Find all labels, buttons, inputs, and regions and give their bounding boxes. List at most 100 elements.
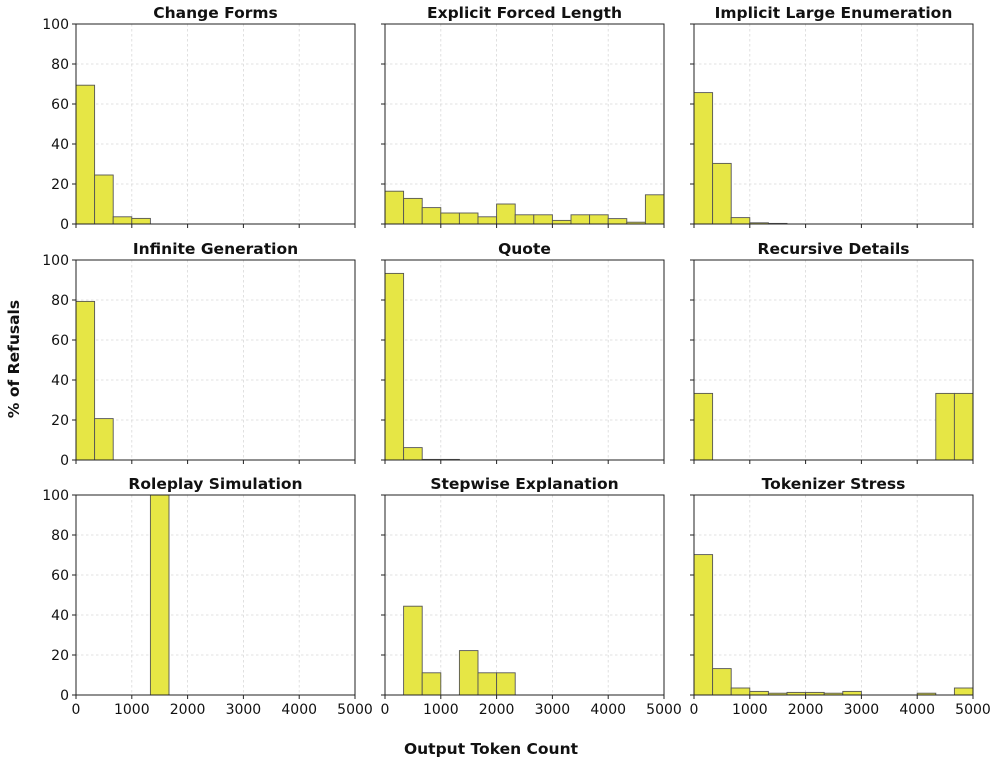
histogram-bar <box>403 447 423 461</box>
y-tick-label: 0 <box>60 217 69 233</box>
y-axis-title: % of Refusals <box>5 300 23 418</box>
histogram-bar <box>533 214 553 225</box>
panel: Implicit Large Enumeration <box>690 4 974 228</box>
plot-frame <box>75 259 356 461</box>
histogram-bar <box>496 672 516 696</box>
panels: 0 20 40 60 80 100 Change Forms Explicit Forced … <box>42 4 991 718</box>
panel: Quote <box>381 240 665 464</box>
x-tick-label: 1000 <box>114 702 150 718</box>
plot-frame <box>384 494 665 696</box>
panel: 0 20 40 60 80 100 Infinite Generation <box>42 240 356 469</box>
y-tick-label: 20 <box>51 413 69 429</box>
x-tick-label: 2000 <box>479 702 515 718</box>
x-tick-label: 0 <box>690 702 699 718</box>
y-tick-label: 60 <box>51 97 69 113</box>
x-tick-label: 1000 <box>423 702 459 718</box>
x-tick-label: 0 <box>381 702 390 718</box>
histogram-bar <box>842 690 862 696</box>
histogram-bar <box>935 392 955 461</box>
y-tick-label: 40 <box>51 137 69 153</box>
histogram-bar <box>403 605 423 696</box>
histogram-bar <box>953 392 974 461</box>
panel: 0 1000 2000 3000 4000 5000 Tokenizer Stress <box>690 475 991 718</box>
panel-title: Quote <box>498 240 551 258</box>
y-tick-label: 60 <box>51 568 69 584</box>
histogram-bar <box>131 217 151 225</box>
plot-frame <box>75 23 356 225</box>
plot-frame <box>75 494 356 696</box>
x-tick-label: 2000 <box>788 702 824 718</box>
x-tick-label: 3000 <box>535 702 571 718</box>
x-tick-label: 5000 <box>337 702 373 718</box>
histogram-bar <box>693 554 714 696</box>
histogram-bar <box>75 84 96 225</box>
panel-title: Change Forms <box>153 4 278 22</box>
panel: Explicit Forced Length <box>381 4 665 228</box>
histogram-bar <box>589 214 609 225</box>
histogram-bar <box>953 687 974 696</box>
plot-frame <box>693 494 974 696</box>
x-tick-label: 5000 <box>646 702 682 718</box>
histogram-bar <box>458 212 479 225</box>
histogram-bar <box>551 219 572 225</box>
histogram-bar <box>421 207 442 225</box>
y-tick-label: 40 <box>51 373 69 389</box>
plot-frame <box>384 259 665 461</box>
plot-frame <box>693 23 974 225</box>
x-tick-label: 3000 <box>226 702 262 718</box>
panel: 0 20 40 60 80 100 Change Forms <box>42 4 356 233</box>
histogram-bar <box>421 672 442 696</box>
histogram-bar <box>149 494 170 696</box>
x-tick-label: 3000 <box>844 702 880 718</box>
histogram-bar <box>403 197 423 225</box>
histogram-bar <box>384 272 405 461</box>
x-tick-label: 1000 <box>732 702 768 718</box>
histogram-bar <box>94 418 114 461</box>
x-tick-label: 0 <box>72 702 81 718</box>
panel: 0 1000 2000 3000 4000 5000 0 20 40 60 80 100 Rolepla… <box>42 475 373 718</box>
x-tick-label: 4000 <box>281 702 317 718</box>
panel: 0 1000 2000 3000 4000 5000 Stepwise Explanatio… <box>381 475 682 718</box>
x-tick-label: 2000 <box>170 702 206 718</box>
y-tick-label: 80 <box>51 57 69 73</box>
x-tick-label: 5000 <box>955 702 991 718</box>
histogram-bar <box>458 650 479 696</box>
panel-title: Tokenizer Stress <box>762 475 906 493</box>
histogram-bar <box>712 162 732 225</box>
histogram-bar <box>477 216 498 225</box>
y-tick-label: 0 <box>60 688 69 704</box>
x-axis-title: Output Token Count <box>404 740 579 758</box>
y-tick-label: 100 <box>42 17 69 33</box>
y-tick-label: 100 <box>42 253 69 269</box>
histogram-bar <box>730 687 751 696</box>
histogram-bar <box>94 174 114 225</box>
panel-title: Roleplay Simulation <box>128 475 302 493</box>
histogram-bar <box>607 218 628 225</box>
plot-frame <box>384 23 665 225</box>
panel: Recursive Details <box>690 240 974 464</box>
histogram-bar <box>75 300 96 461</box>
histogram-bar <box>496 203 516 225</box>
y-tick-label: 40 <box>51 608 69 624</box>
histogram-bar <box>693 92 714 225</box>
histogram-bar <box>712 668 732 696</box>
histogram-bar <box>644 194 665 225</box>
panel-title: Explicit Forced Length <box>427 4 622 22</box>
plot-frame <box>693 259 974 461</box>
histogram-bar <box>112 216 133 225</box>
y-tick-label: 0 <box>60 453 69 469</box>
histogram-bar <box>730 217 751 225</box>
y-tick-label: 100 <box>42 488 69 504</box>
panel-title: Implicit Large Enumeration <box>715 4 953 22</box>
histogram-bar <box>384 190 405 225</box>
histogram-bar <box>570 214 591 225</box>
y-tick-label: 20 <box>51 177 69 193</box>
histogram-bar <box>440 212 460 225</box>
panel-title: Stepwise Explanation <box>430 475 618 493</box>
y-tick-label: 80 <box>51 528 69 544</box>
y-tick-label: 20 <box>51 648 69 664</box>
y-tick-label: 60 <box>51 333 69 349</box>
histogram-bar <box>693 392 714 461</box>
y-tick-label: 80 <box>51 293 69 309</box>
